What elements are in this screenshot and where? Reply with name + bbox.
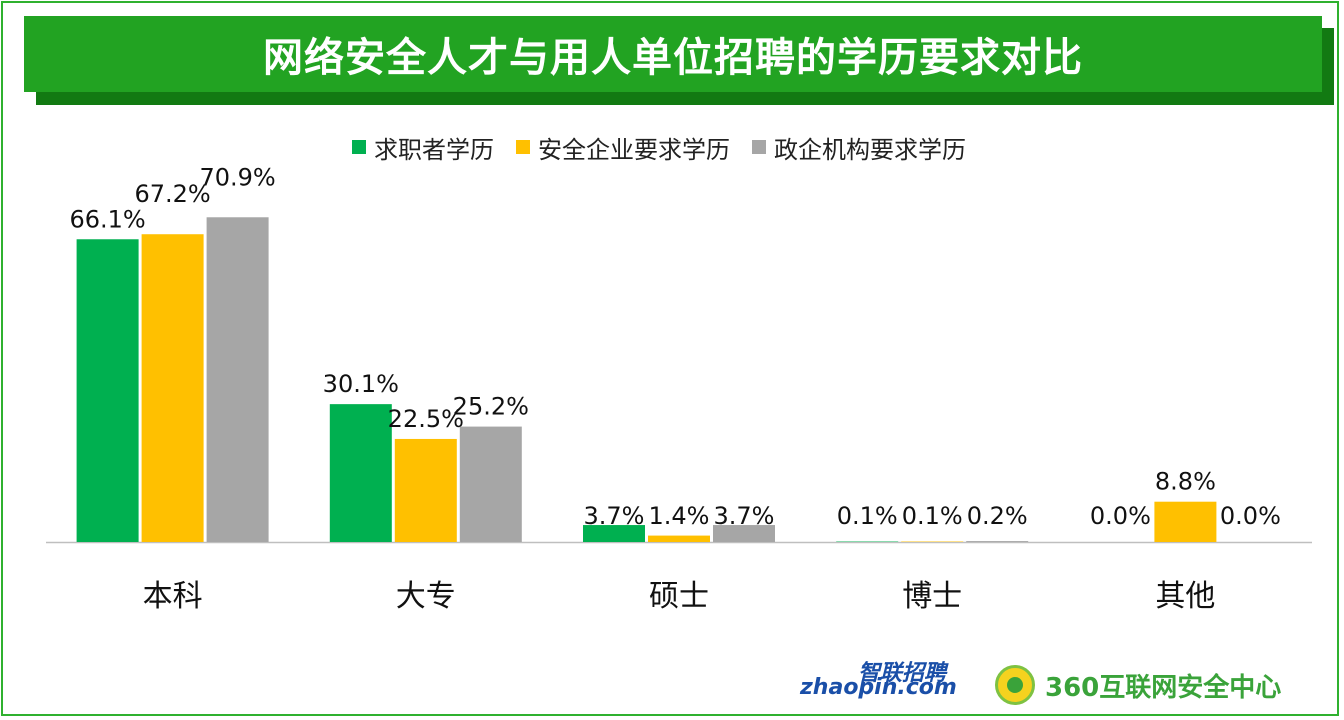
bar [459, 426, 522, 542]
category-label: 其他 [1155, 579, 1215, 614]
bar [1154, 501, 1217, 542]
data-label: 8.8% [1155, 468, 1216, 496]
data-label: 0.1% [837, 502, 898, 530]
category-label: 大专 [396, 579, 456, 614]
legend-swatch [752, 140, 766, 154]
data-label: 1.4% [649, 502, 710, 530]
data-label: 30.1% [323, 370, 399, 398]
legend-label: 安全企业要求学历 [538, 135, 730, 164]
legend-swatch [352, 140, 366, 154]
title-bar: 网络安全人才与用人单位招聘的学历要求对比 [24, 16, 1322, 92]
chart-title: 网络安全人才与用人单位招聘的学历要求对比 [263, 35, 1083, 81]
bar [76, 239, 139, 542]
data-label: 3.7% [584, 502, 645, 530]
zhaopin-logo-cn: 智联招聘 [858, 661, 947, 686]
data-label: 3.7% [714, 502, 775, 530]
legend-label: 政企机构要求学历 [774, 135, 966, 164]
category-label: 本科 [143, 579, 203, 614]
legend-item: 安全企业要求学历 [516, 130, 730, 165]
zhaopin-logo-en: zhaopin.com [800, 675, 957, 700]
emblem-icon [995, 665, 1035, 705]
legend-swatch [516, 140, 530, 154]
data-label: 67.2% [134, 180, 210, 208]
category-label: 博士 [902, 579, 962, 614]
bar [583, 525, 645, 542]
data-label: 0.2% [967, 502, 1028, 530]
bar [648, 535, 710, 542]
data-label: 0.1% [902, 502, 963, 530]
bar [141, 234, 204, 542]
bar [206, 217, 269, 542]
legend-item: 求职者学历 [352, 130, 494, 165]
legend-label: 求职者学历 [374, 135, 494, 164]
legend-item: 政企机构要求学历 [752, 130, 966, 165]
category-label: 硕士 [649, 579, 709, 614]
data-label: 0.0% [1220, 502, 1281, 530]
data-label: 0.0% [1090, 502, 1151, 530]
bar [966, 541, 1029, 542]
bar [329, 404, 392, 542]
org-logo: 360互联网安全中心 [995, 665, 1281, 705]
data-label: 66.1% [69, 205, 145, 233]
bar [394, 438, 457, 542]
data-label: 70.9% [199, 163, 275, 191]
data-label: 22.5% [388, 405, 464, 433]
data-label: 25.2% [453, 393, 529, 421]
org-logo-text: 360互联网安全中心 [1045, 672, 1282, 703]
bar [713, 525, 775, 542]
legend: 求职者学历 安全企业要求学历 政企机构要求学历 [352, 130, 966, 164]
zhaopin-logo: 智联招聘 zhaopin.com [800, 655, 957, 710]
